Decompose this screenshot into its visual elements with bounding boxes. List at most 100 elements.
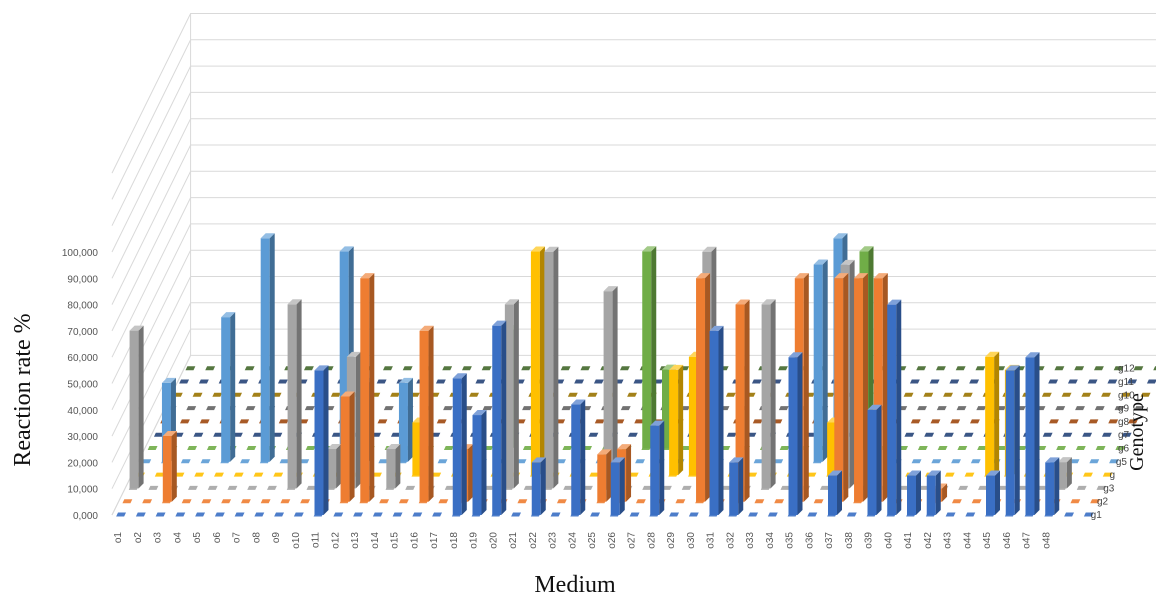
floor-marker (752, 419, 763, 424)
floor-marker (820, 485, 830, 490)
y-tick-label: 30,000 (67, 432, 98, 443)
floor-marker (1069, 459, 1080, 464)
floor-marker (1107, 379, 1118, 384)
floor-marker (1096, 485, 1107, 490)
genotype-label: g7 (1118, 430, 1130, 441)
floor-marker (589, 472, 600, 477)
floor-marker (629, 512, 640, 517)
floor-marker (522, 406, 532, 411)
y-axis-title: Reaction rate % (10, 313, 36, 466)
floor-marker (402, 366, 413, 371)
floor-marker (1109, 459, 1119, 464)
floor-marker (353, 512, 364, 517)
floor-marker (904, 432, 915, 437)
floor-marker (635, 499, 646, 504)
column-g1-o39 (867, 404, 882, 515)
floor-marker (560, 366, 571, 371)
y-tick-label: 40,000 (67, 406, 98, 417)
floor-marker (272, 432, 283, 437)
floor-marker (1089, 459, 1100, 464)
floor-marker (517, 499, 528, 504)
floor-marker (1083, 512, 1094, 517)
floor-marker (1017, 485, 1028, 490)
x-tick-label: o21 (508, 532, 519, 549)
floor-marker (923, 392, 934, 397)
floor-marker (185, 366, 196, 371)
floor-marker (996, 446, 1007, 450)
x-tick-label: o5 (192, 532, 203, 544)
floor-marker (910, 419, 921, 424)
floor-marker (1095, 446, 1106, 450)
floor-marker (806, 472, 817, 477)
floor-marker (154, 472, 165, 477)
floor-marker (274, 512, 285, 517)
column-g2-o32 (735, 299, 750, 502)
y-tick-label: 100,000 (62, 248, 99, 259)
y-tick-label: 20,000 (67, 458, 98, 469)
column-g5-o5 (221, 312, 236, 462)
floor-marker (437, 459, 448, 464)
column-g1-o48 (1045, 457, 1060, 515)
y-tick-label: 90,000 (67, 274, 98, 285)
floor-marker (378, 459, 389, 464)
floor-marker (198, 379, 209, 384)
floor-marker (179, 379, 190, 384)
floor-marker (233, 472, 244, 477)
floor-marker (245, 406, 256, 411)
floor-marker (484, 485, 495, 490)
floor-marker (186, 406, 197, 411)
floor-marker (461, 366, 472, 371)
x-tick-label: o44 (962, 532, 973, 549)
x-tick-label: o48 (1041, 532, 1052, 549)
x-tick-label: o34 (765, 532, 776, 549)
floor-marker (774, 499, 785, 504)
floor-marker (412, 512, 423, 517)
x-tick-label: o13 (350, 532, 361, 549)
floor-marker (206, 446, 217, 450)
x-axis-tick-labels: o1 o2 o3 o4 o5 o6 o7 o8 o9 o10 o11 o12 o13 o14 o15 o16 o… (113, 532, 1052, 549)
floor-marker (1075, 406, 1085, 411)
floor-marker (1064, 512, 1075, 517)
x-tick-label: o39 (864, 532, 875, 549)
x-tick-label: o2 (133, 532, 144, 544)
column-g-o44 (985, 351, 1000, 476)
floor-marker (754, 499, 765, 504)
column-g1-o19 (472, 410, 487, 515)
floor-marker (627, 392, 637, 397)
floor-marker (260, 499, 271, 504)
depth-axis-tick-labels: g1 g2 g3 gg5 g6 g7 g8 g9 g10 g11 g12 (1091, 364, 1135, 521)
floor-marker (1134, 406, 1145, 411)
column-g1-o37 (828, 470, 842, 515)
column-g1-o18 (452, 373, 467, 515)
column-g2-o38 (854, 273, 869, 502)
floor-marker (239, 419, 250, 424)
floor-marker (246, 446, 257, 450)
x-tick-label: o41 (903, 532, 914, 549)
floor-marker (943, 392, 953, 397)
floor-marker (1094, 406, 1105, 411)
floor-marker (562, 446, 573, 450)
floor-marker (299, 459, 310, 464)
floor-marker (975, 366, 986, 371)
floor-marker (751, 379, 762, 384)
floor-marker (777, 366, 788, 371)
floor-marker (1114, 406, 1125, 411)
floor-marker (945, 512, 956, 517)
x-tick-label: o47 (1022, 532, 1033, 549)
floor-marker (240, 499, 251, 504)
floor-marker (747, 472, 758, 477)
floor-marker (240, 459, 250, 464)
genotype-label: g5 (1116, 457, 1128, 468)
column-g3-o1 (129, 325, 144, 489)
floor-marker (442, 366, 453, 371)
column-g5-o7 (260, 233, 275, 462)
floor-marker (481, 366, 492, 371)
floor-marker (1120, 392, 1131, 397)
floor-marker (116, 512, 127, 517)
floor-marker (174, 472, 185, 477)
floor-marker (1048, 379, 1059, 384)
floor-marker (916, 366, 927, 371)
genotype-label: g12 (1118, 364, 1135, 375)
floor-marker (924, 432, 935, 437)
column-g3-o48 (1057, 457, 1072, 489)
